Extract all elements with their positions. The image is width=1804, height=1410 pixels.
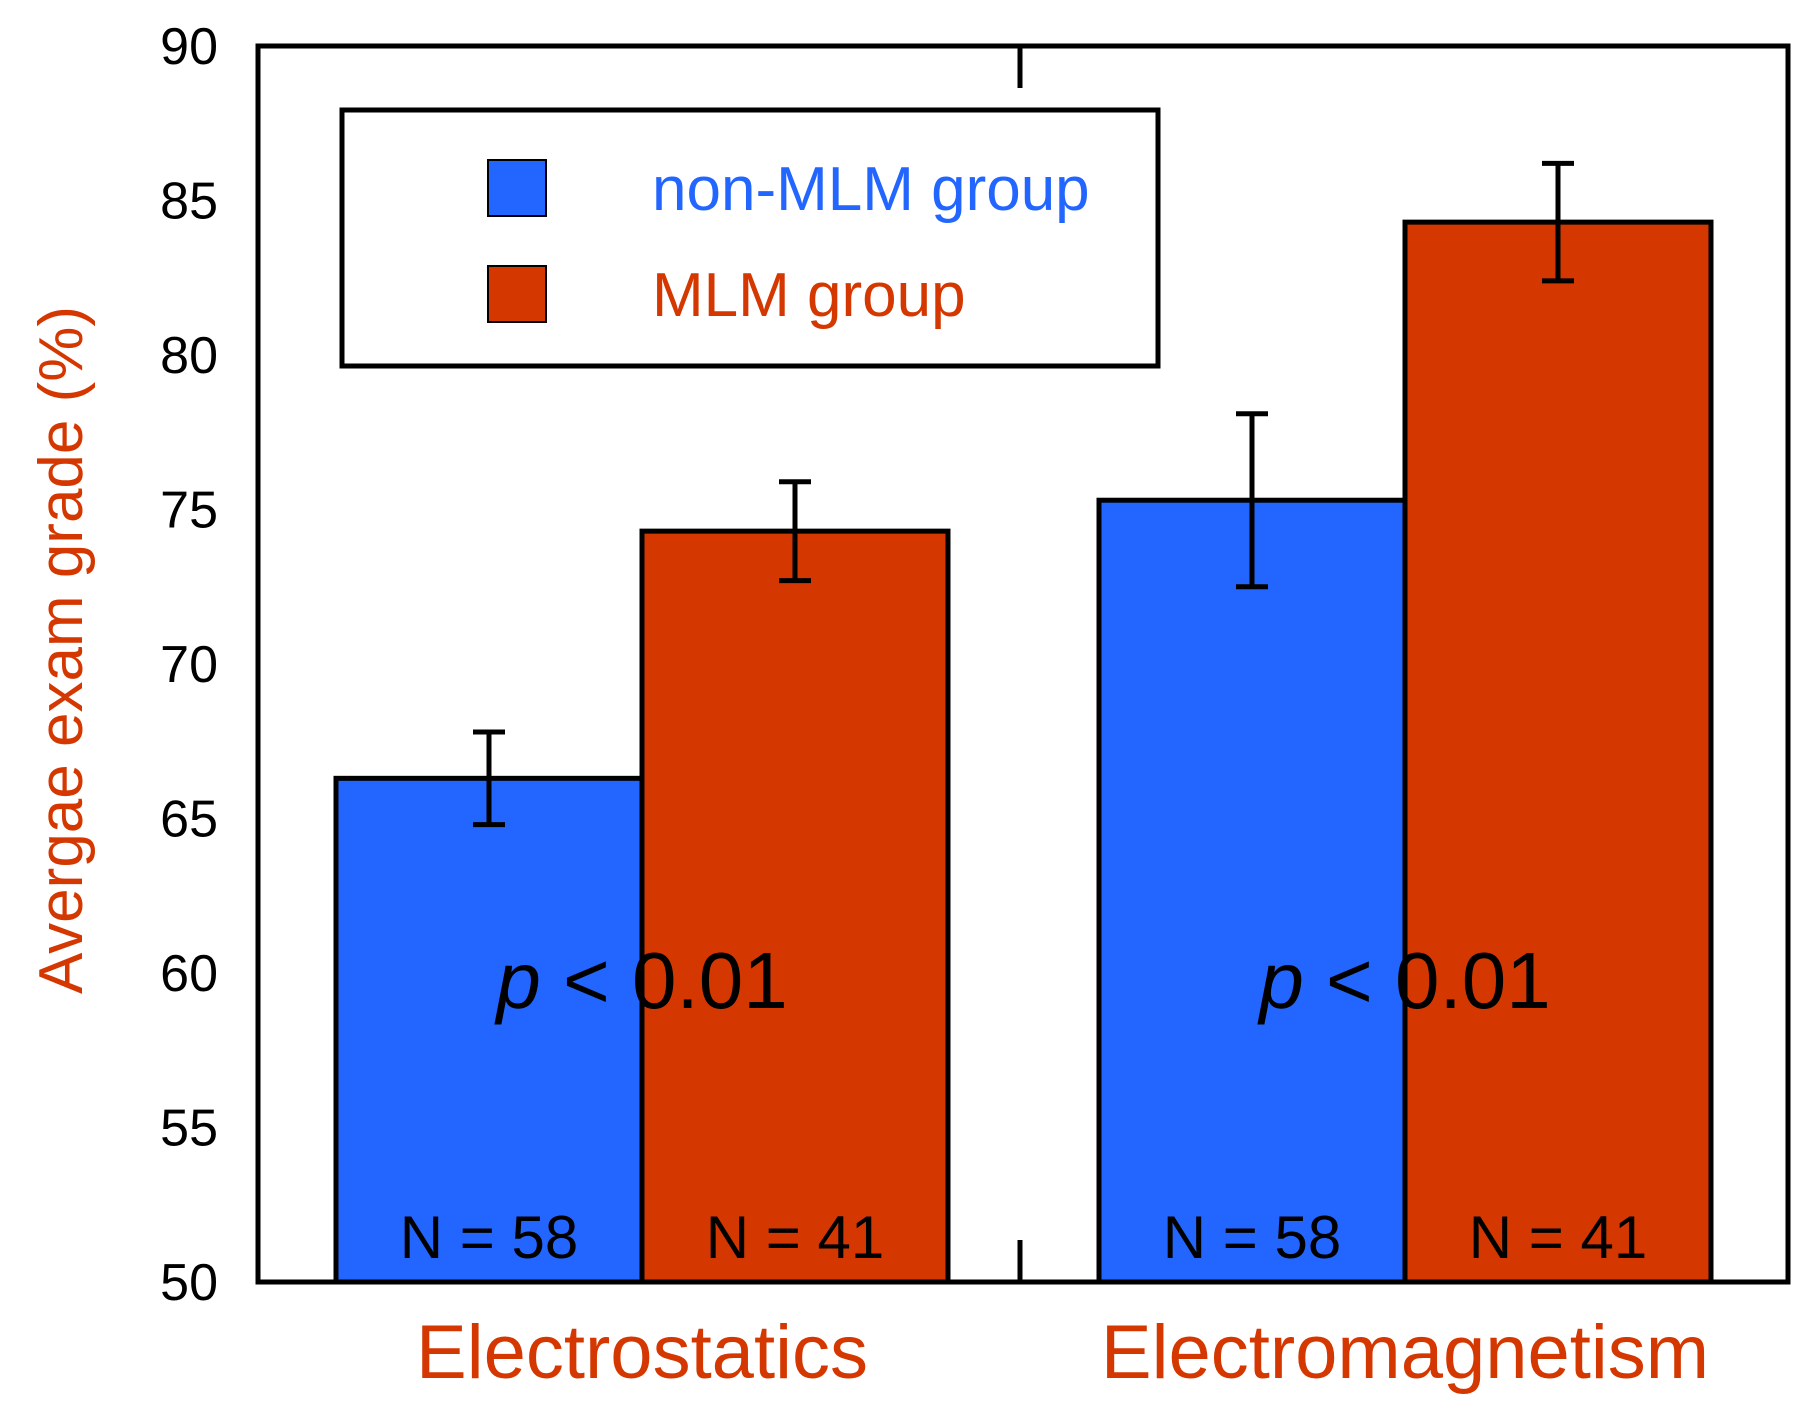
n-labels-group: N = 58 N = 41 N = 58 N = 41 — [400, 1204, 1647, 1271]
legend-label-mlm: MLM group — [652, 261, 966, 330]
n-label-non-mlm-electrostatics: N = 58 — [400, 1204, 578, 1271]
legend-swatch-non-mlm — [487, 159, 547, 217]
y-axis: 50 55 60 65 70 75 80 85 90 — [160, 18, 218, 1312]
plot-frame — [255, 43, 1791, 1285]
x-axis-categories: Electrostatics Electromagnetism — [416, 1310, 1709, 1395]
n-label-non-mlm-electromagnetism: N = 58 — [1163, 1204, 1341, 1271]
bar-mlm-electrostatics — [639, 528, 951, 1285]
n-label-mlm-electrostatics: N = 41 — [706, 1204, 884, 1271]
y-tick-label-75: 75 — [160, 482, 218, 540]
y-tick-label-80: 80 — [160, 327, 218, 385]
y-tick-label-60: 60 — [160, 945, 218, 1003]
x-category-label-electromagnetism: Electromagnetism — [1101, 1310, 1709, 1395]
n-label-mlm-electromagnetism: N = 41 — [1469, 1204, 1647, 1271]
error-bars-group — [473, 160, 1574, 828]
y-tick-label-70: 70 — [160, 636, 218, 694]
y-axis-label: Avergae exam grade (%) — [27, 306, 96, 994]
p-value-labels-group: p < 0.01 p < 0.01 — [494, 936, 1550, 1025]
y-tick-label-90: 90 — [160, 18, 218, 76]
y-tick-label-85: 85 — [160, 173, 218, 231]
bar-non-mlm-electrostatics — [333, 775, 645, 1285]
bars-group — [333, 219, 1714, 1285]
legend: non-MLM group MLM group — [339, 107, 1161, 369]
y-tick-label-50: 50 — [160, 1254, 218, 1312]
legend-swatch-mlm — [487, 265, 547, 323]
y-tick-label-65: 65 — [160, 791, 218, 849]
p-value-label-electrostatics: p < 0.01 — [494, 936, 787, 1025]
y-tick-label-55: 55 — [160, 1100, 218, 1158]
legend-label-non-mlm: non-MLM group — [652, 155, 1090, 224]
bar-mlm-electromagnetism — [1402, 219, 1714, 1285]
p-value-label-electromagnetism: p < 0.01 — [1257, 936, 1550, 1025]
x-category-label-electrostatics: Electrostatics — [416, 1310, 868, 1395]
legend-box — [339, 107, 1161, 369]
bar-non-mlm-electromagnetism — [1096, 497, 1408, 1285]
